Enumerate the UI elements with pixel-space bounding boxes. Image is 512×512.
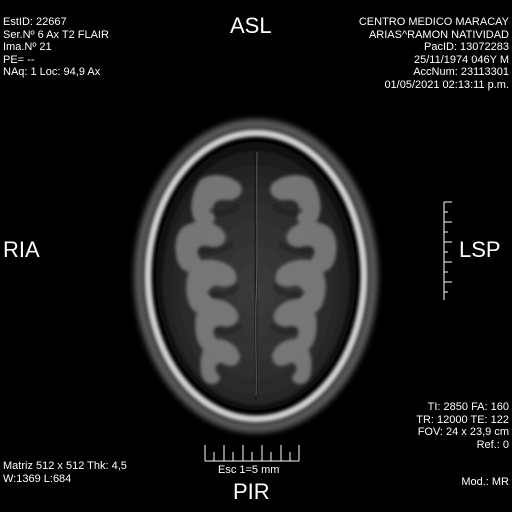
patient-info-overlay: CENTRO MEDICO MARACAY ARIAS^RAMON NATIVI… <box>359 16 509 91</box>
phase-encode: PE= -- <box>3 53 35 66</box>
patient-birth-age-sex: 25/11/1974 046Y M <box>413 53 509 66</box>
study-id: EstID: 22667 <box>3 16 67 28</box>
slice-ruler <box>443 201 452 300</box>
sulci <box>199 205 313 334</box>
reference: Ref.: 0 <box>476 438 509 451</box>
skull-ring <box>144 129 368 423</box>
series-info: Ser.Nº 6 Ax T2 FLAIR <box>3 28 109 41</box>
field-of-view: FOV: 24 x 23,9 cm <box>417 426 509 438</box>
orientation-right-label: LSP <box>459 237 501 262</box>
patient-id: PacID: 13072283 <box>423 41 509 53</box>
institution-name: CENTRO MEDICO MARACAY <box>358 16 509 28</box>
distance-scale-bar <box>204 445 300 462</box>
accession-number: AccNum: 23113301 <box>413 66 509 78</box>
orientation-left-label: RIA <box>3 237 40 262</box>
falx <box>255 151 258 397</box>
scalp-outline <box>134 119 378 433</box>
scale-label: Esc 1=5 mm <box>218 464 280 476</box>
sequence-params-overlay: TI: 2850 FA: 160 TR: 12000 TE: 122 FOV: … <box>416 401 509 451</box>
window-level: W:1369 L:684 <box>3 472 72 485</box>
tr-te: TR: 12000 TE: 122 <box>416 413 509 426</box>
image-number: Ima.Nº 21 <box>3 41 52 53</box>
gyri-left <box>175 175 242 385</box>
orientation-top-label: ASL <box>230 13 272 38</box>
matrix-thickness: Matriz 512 x 512 Thk: 4,5 <box>3 460 127 472</box>
acquisition-location: NAq: 1 Loc: 94,9 Ax <box>3 66 101 78</box>
study-datetime: 01/05/2021 02:13:11 p.m. <box>384 78 509 91</box>
ti-fa: TI: 2850 FA: 160 <box>427 401 509 413</box>
study-info-overlay: EstID: 22667 Ser.Nº 6 Ax T2 FLAIR Ima.Nº… <box>3 16 109 79</box>
orientation-bottom-label: PIR <box>233 479 270 504</box>
gyri-right <box>270 175 337 385</box>
patient-name: ARIAS^RAMON NATIVIDAD <box>368 28 509 41</box>
modality: Mod.: MR <box>461 476 509 488</box>
display-params-overlay: Matriz 512 x 512 Thk: 4,5 W:1369 L:684 <box>3 460 127 485</box>
